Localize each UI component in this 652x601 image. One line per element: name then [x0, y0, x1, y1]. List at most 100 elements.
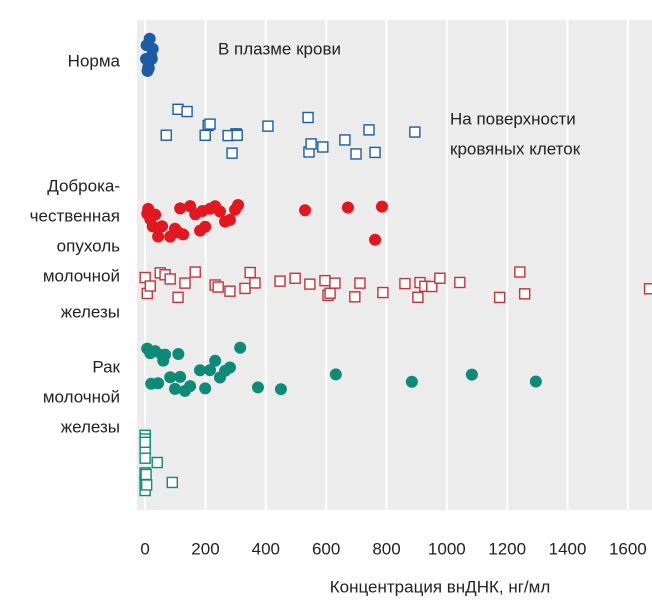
- point: [172, 226, 185, 239]
- point: [164, 371, 177, 384]
- point: [146, 42, 159, 55]
- point: [329, 277, 341, 289]
- annotation: На поверхности: [450, 109, 576, 128]
- point: [142, 202, 155, 215]
- point: [412, 291, 424, 303]
- point: [426, 280, 438, 293]
- point: [164, 273, 176, 285]
- x-tick-label: 200: [191, 539, 219, 558]
- x-tick-label: 1600: [609, 539, 647, 558]
- group-label: Доброка-: [47, 176, 120, 195]
- point: [169, 382, 182, 395]
- point: [194, 364, 207, 377]
- point: [324, 287, 336, 299]
- point: [299, 204, 312, 217]
- point: [369, 146, 381, 159]
- point: [196, 204, 209, 217]
- point: [349, 291, 361, 303]
- point: [156, 220, 169, 233]
- x-axis-label: Концентрация внДНК, нг/мл: [330, 577, 550, 596]
- x-tick-label: 0: [140, 539, 149, 558]
- point: [643, 283, 652, 295]
- point: [140, 468, 152, 481]
- point: [529, 375, 542, 388]
- point: [465, 368, 478, 381]
- point: [514, 266, 526, 278]
- point: [304, 278, 316, 290]
- point: [493, 291, 506, 304]
- point: [302, 111, 314, 124]
- point: [144, 280, 156, 292]
- point: [139, 452, 151, 464]
- point: [212, 281, 224, 293]
- point: [145, 377, 158, 390]
- point: [434, 272, 446, 284]
- point: [232, 198, 245, 211]
- point: [350, 148, 362, 160]
- point: [184, 380, 197, 393]
- point: [143, 32, 156, 45]
- x-tick-label: 800: [372, 539, 400, 558]
- point: [174, 202, 187, 215]
- point: [199, 382, 212, 395]
- x-tick-label: 400: [252, 539, 280, 558]
- point: [518, 288, 531, 300]
- point: [140, 479, 153, 491]
- point: [160, 129, 172, 141]
- point: [224, 285, 236, 297]
- point: [146, 220, 159, 233]
- group-label: опухоль: [57, 236, 120, 255]
- point: [142, 55, 155, 68]
- point: [454, 276, 466, 289]
- annotation: В плазме крови: [218, 39, 341, 58]
- point: [213, 205, 226, 218]
- plot-background: [137, 20, 652, 510]
- group-label: Норма: [68, 51, 121, 70]
- point: [319, 274, 331, 287]
- group-label: железы: [61, 417, 120, 436]
- point: [209, 354, 222, 367]
- group-label: молочной: [43, 387, 120, 406]
- point: [363, 124, 375, 136]
- group-label: молочной: [43, 266, 120, 285]
- point: [166, 476, 178, 489]
- point: [174, 370, 187, 383]
- group-label: Рак: [92, 357, 120, 376]
- point: [262, 120, 274, 132]
- point: [317, 141, 329, 153]
- point: [305, 138, 317, 150]
- x-tick-label: 1200: [488, 539, 526, 558]
- point: [339, 134, 351, 146]
- point: [274, 383, 287, 396]
- point: [204, 118, 216, 130]
- point: [249, 277, 261, 289]
- point: [181, 105, 193, 118]
- x-tick-label: 600: [312, 539, 340, 558]
- x-tick-label: 1400: [549, 539, 587, 558]
- point: [244, 266, 256, 279]
- point: [234, 341, 247, 354]
- point: [199, 129, 211, 142]
- group-label: чественная: [30, 206, 120, 225]
- point: [223, 361, 236, 374]
- point: [151, 456, 163, 469]
- point: [157, 354, 170, 367]
- point: [409, 126, 421, 138]
- point: [139, 436, 151, 448]
- point: [354, 277, 366, 289]
- point: [239, 282, 251, 295]
- point: [341, 201, 354, 214]
- point: [274, 275, 286, 287]
- point: [399, 277, 411, 290]
- point: [204, 364, 217, 377]
- point: [369, 233, 382, 246]
- point: [199, 220, 212, 233]
- point: [223, 213, 236, 226]
- point: [179, 277, 191, 289]
- point: [172, 348, 185, 361]
- point: [329, 368, 342, 381]
- x-tick-label: 1000: [428, 539, 466, 558]
- point: [375, 200, 388, 213]
- point: [152, 230, 165, 243]
